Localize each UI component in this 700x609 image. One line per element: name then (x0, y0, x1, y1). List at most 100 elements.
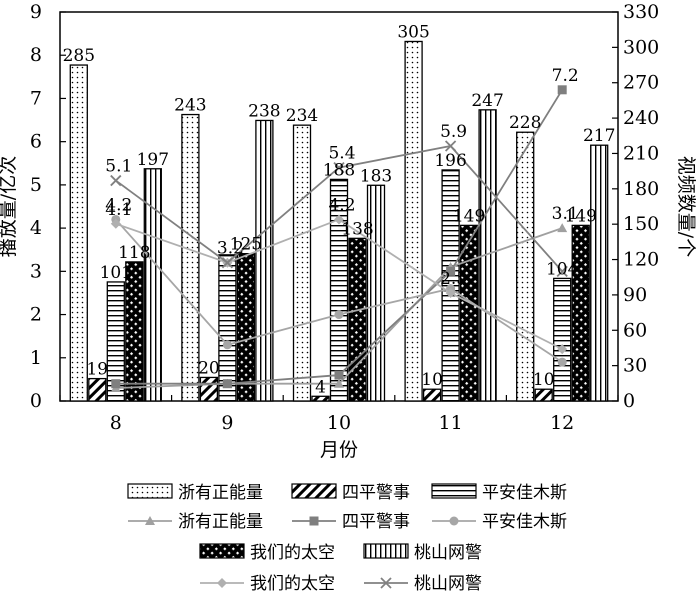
line-marker-square (557, 85, 567, 95)
bar-value-label: 305 (397, 22, 429, 42)
y-left-tick-label: 4 (30, 217, 42, 239)
bar-diag (199, 376, 219, 402)
line-marker-x-stroke (556, 265, 568, 277)
line-value-label: 5.1 (105, 157, 132, 177)
line-marker-triangle (145, 516, 155, 525)
bar-value-label: 238 (248, 101, 280, 121)
x-tick-label: 10 (327, 412, 351, 434)
y-right-tick-label: 210 (623, 142, 659, 164)
axes: 0123456789030609012015018021024027030033… (0, 1, 697, 461)
line-value-label: 7.2 (552, 66, 579, 86)
line-marker-square (111, 379, 121, 389)
y-right-tick-label: 120 (623, 249, 659, 271)
line-value-label: 5.4 (328, 144, 355, 164)
y-left-tick-label: 1 (30, 347, 42, 369)
y-right-tick-label: 240 (623, 107, 659, 129)
legend-label: 桃山网警 (414, 574, 482, 594)
bar-value-label: 196 (434, 151, 466, 171)
bar-value-label: 10 (533, 370, 555, 390)
y-right-tick-label: 180 (623, 178, 659, 200)
y-right-tick-label: 300 (623, 36, 659, 58)
line-marker-x-stroke (380, 577, 392, 589)
bar-group (69, 40, 609, 402)
bar-diag (422, 388, 442, 402)
y-left-tick-label: 2 (30, 304, 42, 326)
y-right-tick-label: 90 (623, 284, 647, 306)
line-marker-circle (334, 310, 344, 320)
x-tick-label: 11 (439, 412, 463, 434)
line-marker-x-stroke (221, 257, 234, 269)
bar-dots (292, 124, 312, 402)
x-tick-label: 9 (221, 412, 233, 434)
legend-label: 四平警事 (342, 483, 410, 503)
bar-value-label: 20 (198, 358, 220, 378)
line-marker-circle (222, 340, 232, 350)
line-marker-x (444, 140, 457, 152)
bar-dots (181, 113, 200, 402)
y-right-tick-label: 270 (623, 72, 659, 94)
y-right-tick-label: 330 (623, 1, 659, 23)
y-left-tick-label: 7 (30, 87, 42, 109)
line-marker-diamond (445, 287, 456, 298)
bar-value-label: 149 (564, 206, 596, 226)
line-marker-x (556, 265, 568, 277)
legend-label: 平安佳木斯 (482, 512, 567, 532)
bar-vlines (590, 144, 609, 402)
line-marker-x (333, 161, 345, 174)
bar-diag (311, 395, 330, 402)
bar-value-label: 228 (509, 113, 541, 133)
y-left-tick-label: 6 (30, 131, 42, 153)
y-left-axis-title: 播放量/亿次 (0, 156, 19, 257)
line-marker-x (110, 174, 122, 187)
bar-crosshatch (348, 237, 367, 402)
line-marker-diamond (110, 218, 121, 229)
legend-label: 平安佳木斯 (482, 483, 567, 503)
legend-label: 我们的太空 (250, 574, 335, 594)
line-value-label: 3.1 (552, 204, 579, 224)
bar-vlines (366, 184, 386, 402)
bar-crosshatch (459, 224, 479, 402)
line-value-label: 4.1 (105, 200, 132, 220)
line-marker-triangle (557, 223, 568, 233)
bar-value-label: 138 (341, 219, 373, 239)
legend-label: 浙有正能量 (178, 483, 263, 503)
legend-swatch-dots (127, 483, 173, 499)
bar-value-label: 247 (471, 91, 503, 111)
bar-value-label: 285 (63, 46, 95, 66)
line-marker-diamond (217, 578, 227, 588)
bar-dots (69, 64, 88, 402)
line-marker-x-stroke (444, 140, 457, 152)
x-tick-label: 8 (110, 412, 122, 434)
legend-label: 四平警事 (342, 512, 410, 532)
y-left-tick-label: 3 (30, 260, 42, 282)
bar-vlines (255, 119, 274, 402)
legend-label: 浙有正能量 (178, 512, 263, 532)
bar-value-label: 197 (137, 150, 169, 170)
bar-value-label: 217 (583, 126, 615, 146)
bar-hlines (106, 281, 125, 402)
line-value-label: 4.2 (105, 195, 132, 215)
line-marker-square (334, 370, 344, 380)
bar-dots (516, 131, 535, 402)
line-marker-triangle (334, 378, 344, 388)
y-left-tick-label: 8 (30, 44, 42, 66)
bar-diag (534, 388, 553, 402)
line-value-label: 3.2 (217, 239, 244, 259)
bar-value-label: 118 (118, 243, 150, 263)
bar-dots (404, 40, 423, 402)
x-axis-title: 月份 (320, 439, 358, 461)
y-right-tick-label: 150 (623, 213, 659, 235)
bar-crosshatch (571, 224, 590, 402)
bar-value-label: 4 (315, 377, 326, 397)
bar-value-label: 234 (286, 106, 318, 126)
line-marker-x-stroke (333, 161, 345, 174)
bar-value-label: 19 (86, 360, 108, 380)
line-value-label: 2.5 (440, 269, 467, 289)
bar-hlines (553, 277, 572, 402)
bar-diag (88, 377, 107, 402)
legend-swatch-diag (291, 483, 337, 499)
bar-crosshatch (236, 253, 256, 402)
